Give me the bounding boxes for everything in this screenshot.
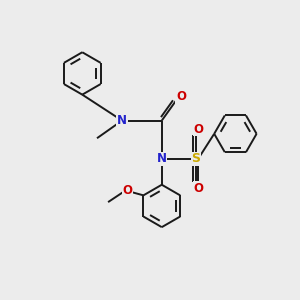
Text: S: S (191, 152, 200, 165)
Text: O: O (194, 182, 204, 195)
Text: O: O (122, 184, 132, 197)
Text: O: O (194, 123, 204, 136)
Text: N: N (157, 152, 167, 165)
Text: N: N (117, 114, 127, 127)
Text: O: O (176, 91, 186, 103)
